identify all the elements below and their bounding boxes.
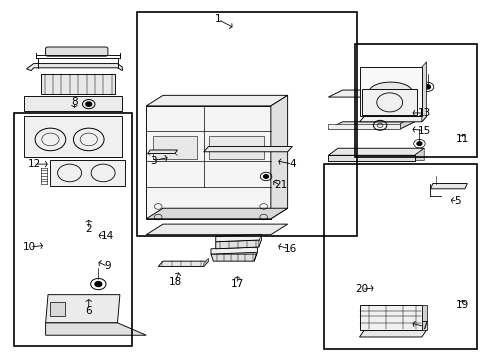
Polygon shape <box>146 224 287 235</box>
Polygon shape <box>421 62 426 122</box>
Text: 13: 13 <box>417 108 430 118</box>
Text: 9: 9 <box>104 261 111 271</box>
FancyBboxPatch shape <box>45 47 108 56</box>
Circle shape <box>263 175 268 178</box>
Polygon shape <box>45 323 146 335</box>
Text: 6: 6 <box>85 306 92 315</box>
Polygon shape <box>421 305 426 330</box>
Text: 19: 19 <box>455 300 468 310</box>
Text: 12: 12 <box>28 159 41 169</box>
Polygon shape <box>147 150 177 154</box>
FancyBboxPatch shape <box>50 159 124 186</box>
Ellipse shape <box>368 82 411 102</box>
Polygon shape <box>399 83 414 97</box>
FancyBboxPatch shape <box>24 96 122 111</box>
Polygon shape <box>45 294 120 323</box>
Text: 1: 1 <box>214 14 221 24</box>
Text: 18: 18 <box>168 277 181 287</box>
FancyBboxPatch shape <box>24 117 122 157</box>
Polygon shape <box>328 90 414 97</box>
Polygon shape <box>359 330 426 337</box>
Text: 8: 8 <box>71 98 78 107</box>
Circle shape <box>424 85 429 89</box>
Polygon shape <box>203 258 208 266</box>
Polygon shape <box>359 67 421 117</box>
Text: 7: 7 <box>420 321 427 332</box>
Text: 4: 4 <box>288 159 295 169</box>
Text: 3: 3 <box>150 156 157 166</box>
Polygon shape <box>270 95 287 219</box>
Polygon shape <box>399 117 414 129</box>
Polygon shape <box>215 234 261 242</box>
Text: 11: 11 <box>455 134 468 144</box>
Polygon shape <box>254 252 257 261</box>
Polygon shape <box>203 147 292 152</box>
Polygon shape <box>328 148 424 155</box>
Circle shape <box>95 282 102 287</box>
Polygon shape <box>146 208 287 219</box>
Polygon shape <box>328 123 399 129</box>
Text: 17: 17 <box>230 279 244 289</box>
Text: 10: 10 <box>23 242 36 252</box>
Text: 2: 2 <box>85 224 92 234</box>
FancyBboxPatch shape <box>153 136 196 159</box>
Text: 14: 14 <box>101 231 114 242</box>
FancyBboxPatch shape <box>41 74 115 94</box>
FancyBboxPatch shape <box>50 302 64 316</box>
Polygon shape <box>359 305 421 330</box>
Text: 20: 20 <box>355 284 368 294</box>
Polygon shape <box>258 234 261 247</box>
Polygon shape <box>210 247 257 254</box>
Polygon shape <box>414 148 424 161</box>
Circle shape <box>86 102 91 106</box>
Polygon shape <box>328 122 414 129</box>
Text: 15: 15 <box>417 126 430 136</box>
Polygon shape <box>146 106 270 219</box>
Text: 5: 5 <box>453 196 460 206</box>
Text: 21: 21 <box>273 180 286 190</box>
Circle shape <box>416 142 421 145</box>
FancyBboxPatch shape <box>361 89 416 116</box>
Polygon shape <box>146 95 287 106</box>
FancyBboxPatch shape <box>208 136 263 159</box>
Polygon shape <box>359 117 426 122</box>
Text: 16: 16 <box>283 244 296 254</box>
Polygon shape <box>328 155 414 161</box>
Polygon shape <box>429 184 467 189</box>
Polygon shape <box>26 64 122 71</box>
Polygon shape <box>215 240 261 249</box>
Polygon shape <box>210 254 256 261</box>
Polygon shape <box>158 261 208 266</box>
